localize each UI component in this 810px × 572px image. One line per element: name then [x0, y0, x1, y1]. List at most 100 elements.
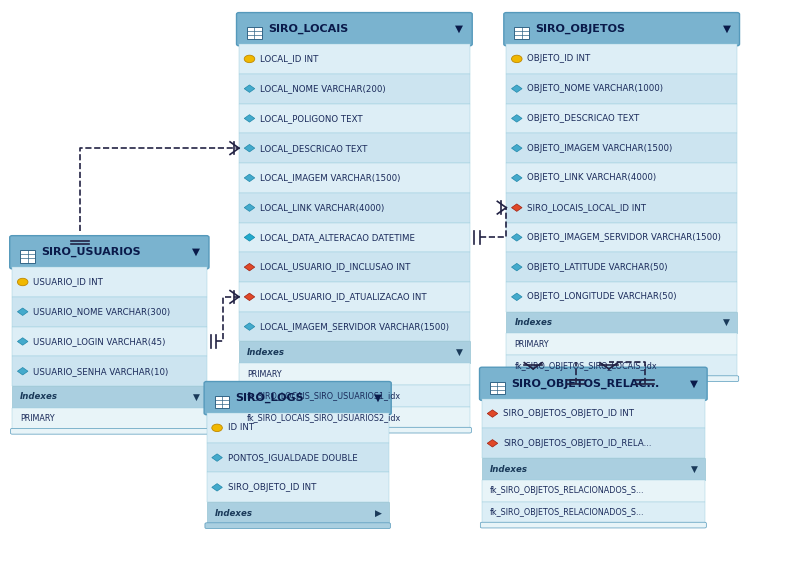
Bar	[239, 341, 470, 363]
Text: SIRO_LOGS: SIRO_LOGS	[236, 393, 305, 403]
Text: SIRO_OBJETOS_RELAC...: SIRO_OBJETOS_RELAC...	[511, 379, 659, 389]
Text: PRIMARY: PRIMARY	[20, 414, 55, 423]
Text: Indexes: Indexes	[20, 392, 58, 402]
Text: ▼: ▼	[723, 318, 730, 327]
Text: OBJETO_IMAGEM_SERVIDOR VARCHAR(1500): OBJETO_IMAGEM_SERVIDOR VARCHAR(1500)	[527, 233, 721, 242]
Bar	[239, 104, 470, 133]
FancyBboxPatch shape	[480, 367, 707, 400]
Polygon shape	[212, 454, 222, 461]
Polygon shape	[512, 204, 522, 212]
Bar	[490, 382, 505, 394]
Text: PRIMARY: PRIMARY	[247, 370, 282, 379]
Text: ▼: ▼	[374, 393, 382, 403]
Bar	[207, 413, 389, 443]
Text: USUARIO_SENHA VARCHAR(10): USUARIO_SENHA VARCHAR(10)	[33, 367, 168, 376]
Text: OBJETO_LONGITUDE VARCHAR(50): OBJETO_LONGITUDE VARCHAR(50)	[527, 292, 677, 301]
FancyBboxPatch shape	[480, 522, 706, 528]
Bar	[506, 163, 737, 193]
Text: ▼: ▼	[455, 24, 463, 34]
Polygon shape	[512, 115, 522, 122]
Bar	[239, 133, 470, 163]
Bar	[506, 252, 737, 282]
Text: fk_SIRO_OBJETOS_SIRO_LOCAIS_idx: fk_SIRO_OBJETOS_SIRO_LOCAIS_idx	[514, 362, 657, 371]
Text: LOCAL_IMAGEM VARCHAR(1500): LOCAL_IMAGEM VARCHAR(1500)	[260, 173, 400, 182]
Polygon shape	[245, 234, 254, 241]
Polygon shape	[212, 483, 222, 491]
Circle shape	[17, 279, 28, 286]
Text: SIRO_OBJETOS_OBJETO_ID_RELA...: SIRO_OBJETOS_OBJETO_ID_RELA...	[503, 439, 651, 448]
Polygon shape	[18, 337, 28, 345]
Bar	[239, 252, 470, 282]
Text: LOCAL_USUARIO_ID_INCLUSAO INT: LOCAL_USUARIO_ID_INCLUSAO INT	[260, 263, 411, 272]
Bar	[482, 458, 705, 480]
Text: ▼: ▼	[192, 247, 200, 257]
Bar	[482, 399, 705, 428]
Text: fk_SIRO_OBJETOS_RELACIONADOS_S...: fk_SIRO_OBJETOS_RELACIONADOS_S...	[490, 486, 645, 495]
Text: SIRO_LOCAIS: SIRO_LOCAIS	[268, 24, 348, 34]
Bar	[12, 386, 207, 408]
Bar	[12, 297, 207, 327]
Bar	[12, 267, 207, 297]
Bar	[482, 480, 705, 502]
Polygon shape	[512, 174, 522, 182]
Text: USUARIO_NOME VARCHAR(300): USUARIO_NOME VARCHAR(300)	[33, 307, 170, 316]
Bar	[207, 472, 389, 502]
Text: OBJETO_ID INT: OBJETO_ID INT	[527, 54, 590, 63]
Bar	[506, 223, 737, 252]
Text: LOCAL_USUARIO_ID_ATUALIZACAO INT: LOCAL_USUARIO_ID_ATUALIZACAO INT	[260, 292, 427, 301]
Bar	[12, 356, 207, 386]
Text: PRIMARY: PRIMARY	[514, 340, 549, 349]
Text: OBJETO_LINK VARCHAR(4000): OBJETO_LINK VARCHAR(4000)	[527, 173, 656, 182]
Text: SIRO_OBJETO_ID INT: SIRO_OBJETO_ID INT	[228, 483, 316, 492]
Polygon shape	[245, 85, 254, 93]
Text: Indexes: Indexes	[490, 464, 528, 474]
Polygon shape	[245, 115, 254, 122]
Polygon shape	[245, 204, 254, 212]
Text: ▼: ▼	[456, 348, 463, 357]
Text: fk_SIRO_LOCAIS_SIRO_USUARIOS1_idx: fk_SIRO_LOCAIS_SIRO_USUARIOS1_idx	[247, 391, 401, 400]
FancyBboxPatch shape	[11, 428, 208, 434]
Text: ▶: ▶	[375, 509, 382, 518]
Text: USUARIO_LOGIN VARCHAR(45): USUARIO_LOGIN VARCHAR(45)	[33, 337, 165, 346]
Text: Indexes: Indexes	[247, 348, 285, 357]
Polygon shape	[245, 293, 254, 301]
Polygon shape	[245, 323, 254, 331]
Bar	[239, 282, 470, 312]
Text: ID INT: ID INT	[228, 423, 254, 432]
Text: LOCAL_NOME VARCHAR(200): LOCAL_NOME VARCHAR(200)	[260, 84, 386, 93]
Text: SIRO_OBJETOS_OBJETO_ID INT: SIRO_OBJETOS_OBJETO_ID INT	[503, 409, 634, 418]
Polygon shape	[18, 308, 28, 316]
Polygon shape	[18, 368, 28, 375]
Text: ▼: ▼	[691, 464, 697, 474]
FancyBboxPatch shape	[505, 376, 739, 382]
Text: OBJETO_DESCRICAO TEXT: OBJETO_DESCRICAO TEXT	[527, 114, 640, 123]
Text: fk_SIRO_OBJETOS_RELACIONADOS_S...: fk_SIRO_OBJETOS_RELACIONADOS_S...	[490, 508, 645, 517]
Bar	[514, 27, 529, 39]
Bar	[506, 133, 737, 163]
Bar	[239, 363, 470, 385]
Circle shape	[212, 424, 222, 431]
Bar	[239, 223, 470, 252]
Text: LOCAL_ID INT: LOCAL_ID INT	[260, 54, 318, 63]
Text: SIRO_OBJETOS: SIRO_OBJETOS	[535, 24, 625, 34]
Bar	[215, 396, 229, 408]
Text: fk_SIRO_LOCAIS_SIRO_USUARIOS2_idx: fk_SIRO_LOCAIS_SIRO_USUARIOS2_idx	[247, 413, 401, 422]
Bar	[239, 44, 470, 74]
Bar	[207, 443, 389, 472]
Bar	[20, 250, 35, 263]
Text: ▼: ▼	[193, 392, 199, 402]
Bar	[207, 502, 389, 524]
Bar	[506, 44, 737, 74]
Circle shape	[245, 55, 254, 63]
Bar	[239, 312, 470, 341]
Text: LOCAL_DESCRICAO TEXT: LOCAL_DESCRICAO TEXT	[260, 144, 368, 153]
Polygon shape	[245, 145, 254, 152]
Bar	[239, 385, 470, 407]
Bar	[506, 355, 737, 377]
Bar	[506, 282, 737, 312]
Bar	[506, 74, 737, 104]
FancyBboxPatch shape	[237, 13, 472, 46]
Text: OBJETO_IMAGEM VARCHAR(1500): OBJETO_IMAGEM VARCHAR(1500)	[527, 144, 672, 153]
FancyBboxPatch shape	[204, 382, 391, 415]
Text: Indexes: Indexes	[215, 509, 253, 518]
